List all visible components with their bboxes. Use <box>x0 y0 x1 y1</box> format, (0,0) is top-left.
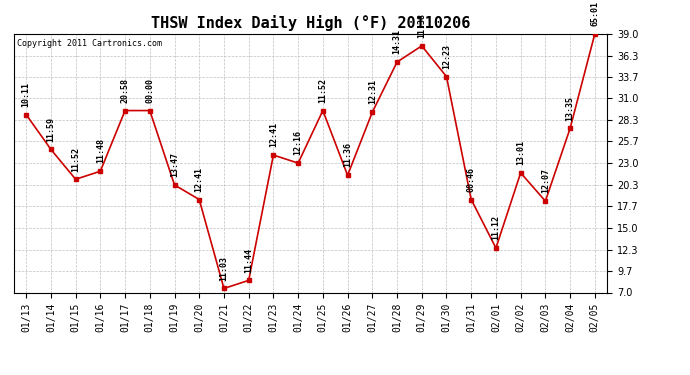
Text: 11:36: 11:36 <box>343 142 352 168</box>
Text: 11:03: 11:03 <box>219 256 228 281</box>
Text: Copyright 2011 Cartronics.com: Copyright 2011 Cartronics.com <box>17 39 161 48</box>
Text: 20:58: 20:58 <box>121 78 130 103</box>
Text: 13:01: 13:01 <box>516 140 525 165</box>
Text: 13:47: 13:47 <box>170 152 179 177</box>
Text: 11:48: 11:48 <box>96 138 105 164</box>
Title: THSW Index Daily High (°F) 20110206: THSW Index Daily High (°F) 20110206 <box>151 15 470 31</box>
Text: 10:11: 10:11 <box>21 82 30 107</box>
Text: 00:00: 00:00 <box>146 78 155 103</box>
Text: 13:35: 13:35 <box>566 96 575 121</box>
Text: 65:01: 65:01 <box>591 1 600 26</box>
Text: 00:46: 00:46 <box>466 167 475 192</box>
Text: 12:41: 12:41 <box>269 122 278 147</box>
Text: 12:31: 12:31 <box>368 80 377 104</box>
Text: 11:59: 11:59 <box>46 117 55 142</box>
Text: 14:31: 14:31 <box>393 29 402 54</box>
Text: 11:52: 11:52 <box>318 78 327 103</box>
Text: 11:12: 11:12 <box>491 215 500 240</box>
Text: 12:23: 12:23 <box>442 44 451 69</box>
Text: 11:52: 11:52 <box>71 147 80 171</box>
Text: 11:44: 11:44 <box>244 248 253 273</box>
Text: 11:38: 11:38 <box>417 13 426 38</box>
Text: 12:41: 12:41 <box>195 167 204 192</box>
Text: 12:16: 12:16 <box>294 130 303 155</box>
Text: 12:07: 12:07 <box>541 168 550 194</box>
